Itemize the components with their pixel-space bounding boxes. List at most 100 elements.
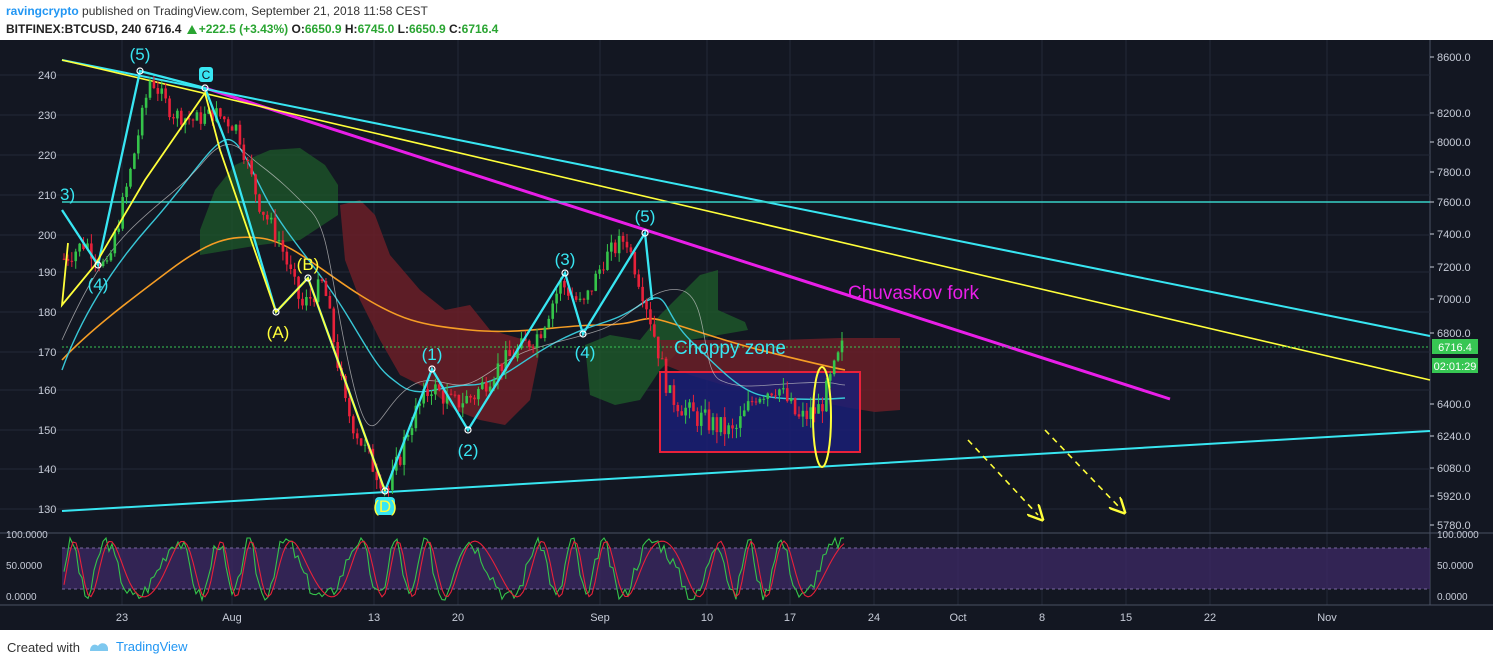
candle-body: [684, 407, 687, 416]
left-axis-tick: 150: [38, 425, 56, 437]
oscillator-tick-left: 0.0000: [6, 592, 37, 603]
candle-body: [269, 217, 273, 220]
candle-body: [144, 97, 148, 108]
wave-label-a: (A): [267, 323, 290, 342]
left-axis-tick: 230: [38, 110, 56, 122]
chuvaskov-fork-label: Chuvaskov fork: [848, 283, 979, 304]
candle-body: [692, 402, 695, 412]
candle-body: [211, 109, 214, 122]
candle-body: [610, 242, 613, 252]
up-arrow-icon: [186, 25, 197, 34]
countdown-tag: [1432, 358, 1478, 373]
candle-body: [293, 269, 296, 277]
candle-body: [797, 414, 801, 417]
candle-body: [481, 382, 484, 389]
time-axis: 23 Aug 13 20 Sep 10 17 24 Oct 8 15 22 Nov: [116, 612, 1337, 624]
oscillator-tick-right: 100.0000: [1437, 530, 1479, 541]
candle-body: [355, 433, 359, 439]
price-chart[interactable]: (5) C (4) (B) (A) (D) (1) (2) (3) (4) (5…: [0, 40, 1493, 630]
left-axis-tick: 170: [38, 347, 56, 359]
oscillator-d-line: [63, 540, 845, 598]
candle-body: [731, 425, 734, 429]
candle-body: [574, 296, 578, 300]
candle-body: [352, 416, 355, 434]
candle-body: [148, 80, 152, 98]
candle-body: [207, 109, 210, 114]
candle-body: [426, 389, 429, 396]
last-price-tag: [1432, 339, 1478, 354]
price-axis-tick: 6240.0: [1437, 431, 1471, 443]
candle-body: [195, 112, 199, 121]
candle-body: [516, 348, 519, 359]
candle-body: [172, 117, 175, 119]
candle-body: [387, 488, 390, 490]
candle-body: [238, 124, 242, 145]
candle-body: [762, 398, 766, 400]
candle-body: [758, 398, 762, 403]
candle-body: [430, 394, 433, 396]
time-axis-tick: Sep: [590, 612, 610, 624]
candle-body: [234, 124, 238, 131]
candle-body: [265, 214, 269, 220]
left-axis-tick: 200: [38, 230, 56, 242]
candle-body: [492, 379, 496, 387]
candle-body: [152, 80, 156, 89]
candle-body: [179, 110, 183, 125]
price-axis-tick: 7600.0: [1437, 197, 1471, 209]
candle-body: [441, 390, 445, 404]
wave-label-3: (3): [555, 250, 576, 269]
tradingview-brand[interactable]: TradingView: [88, 639, 188, 654]
candle-body: [160, 88, 164, 94]
chart-background: [0, 40, 1493, 630]
left-axis-tick: 220: [38, 150, 56, 162]
candle-body: [461, 403, 465, 408]
author-name[interactable]: ravingcrypto: [6, 4, 79, 18]
candle-body: [226, 119, 230, 127]
candle-body: [598, 269, 601, 274]
left-axis-tick: 180: [38, 307, 56, 319]
candle-body: [457, 394, 461, 408]
candle-body: [633, 251, 637, 275]
candle-body: [445, 393, 449, 404]
price-change: +222.5 (+3.43%): [198, 22, 289, 36]
candle-body: [586, 290, 590, 300]
candle-body: [250, 160, 253, 175]
time-axis-tick: 17: [784, 612, 796, 624]
left-axis-tick: 190: [38, 267, 56, 279]
candle-body: [813, 407, 816, 414]
price-axis-tick: 7000.0: [1437, 294, 1471, 306]
candle-body: [496, 363, 500, 380]
oscillator-tick-right: 0.0000: [1437, 592, 1468, 603]
footer: Created with TradingView: [0, 630, 1493, 665]
candle-body: [418, 403, 422, 406]
candle-body: [168, 98, 171, 118]
price-axis-tick: 8600.0: [1437, 52, 1471, 64]
wave-label-3-cut: 3): [60, 185, 75, 204]
candle-body: [406, 435, 410, 437]
tradingview-logo-icon: [90, 643, 108, 651]
time-axis-tick: 8: [1039, 612, 1045, 624]
candle-body: [398, 456, 402, 465]
candle-body: [504, 350, 508, 371]
candle-body: [656, 336, 660, 359]
price-axis-bg: [1430, 40, 1493, 630]
candle-body: [82, 243, 85, 250]
candle-body: [680, 411, 684, 416]
wave-pivot-markers: [94, 67, 649, 495]
candle-body: [832, 360, 836, 375]
price-axis: 8600.0 8200.0 8000.0 7800.0 7600.0 7400.0 7200…: [1430, 52, 1471, 532]
candle-body: [101, 261, 105, 267]
choppy-zone-label: Choppy zone: [674, 338, 786, 359]
candle-body: [414, 405, 418, 429]
candle-body: [660, 358, 664, 360]
time-axis-tick: 10: [701, 612, 713, 624]
candle-body: [649, 309, 652, 325]
candle-body: [567, 287, 570, 296]
last-price: 6716.4: [144, 22, 182, 36]
lower-support-line: [61, 430, 1431, 512]
candle-body: [739, 416, 742, 428]
published-text: published on TradingView.com, September …: [82, 4, 428, 18]
candle-body: [473, 397, 476, 400]
candle-body: [527, 340, 531, 347]
low-value: 6650.9: [408, 22, 446, 36]
